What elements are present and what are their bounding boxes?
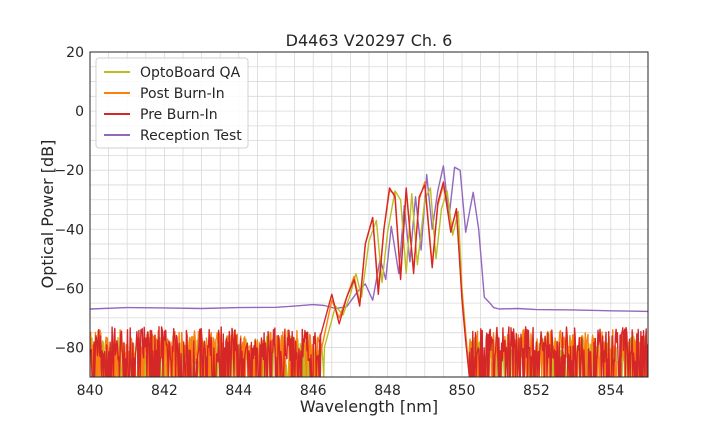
legend-box xyxy=(95,57,249,149)
y-tick-label: −20 xyxy=(54,163,84,179)
y-tick-label: 0 xyxy=(75,104,84,120)
x-tick-label: 844 xyxy=(225,383,252,399)
legend-label: OptoBoard QA xyxy=(140,65,241,81)
y-axis-title: Optical Power [dB] xyxy=(38,140,57,289)
x-tick-label: 852 xyxy=(523,383,550,399)
x-axis-title: Wavelength [nm] xyxy=(300,397,438,416)
x-tick-label: 842 xyxy=(151,383,178,399)
x-tick-label: 840 xyxy=(77,383,104,399)
x-tick-label: 850 xyxy=(449,383,476,399)
x-tick-label: 848 xyxy=(374,383,401,399)
series-layer xyxy=(90,165,648,377)
y-tick-label: −60 xyxy=(54,281,84,297)
x-tick-label: 846 xyxy=(300,383,327,399)
series-line-pre-burn-in xyxy=(90,181,648,377)
y-tick-label: −40 xyxy=(54,222,84,238)
legend-label: Pre Burn-In xyxy=(140,107,218,123)
x-tick-label: 854 xyxy=(597,383,624,399)
x-tick-labels: 840 842 844 846 848 850 852 854 xyxy=(77,383,625,399)
legend-label: Reception Test xyxy=(140,128,242,144)
y-tick-label: −80 xyxy=(54,340,84,356)
y-tick-label: 20 xyxy=(66,45,84,61)
y-tick-labels: 20 0 −20 −40 −60 −80 xyxy=(54,45,84,356)
legend-label: Post Burn-In xyxy=(140,86,225,102)
legend: OptoBoard QA Post Burn-In Pre Burn-In Recep… xyxy=(95,57,249,149)
plot-frame xyxy=(89,51,649,378)
series-line-reception-test xyxy=(90,165,648,313)
chart-title: D4463 V20297 Ch. 6 xyxy=(286,31,453,50)
